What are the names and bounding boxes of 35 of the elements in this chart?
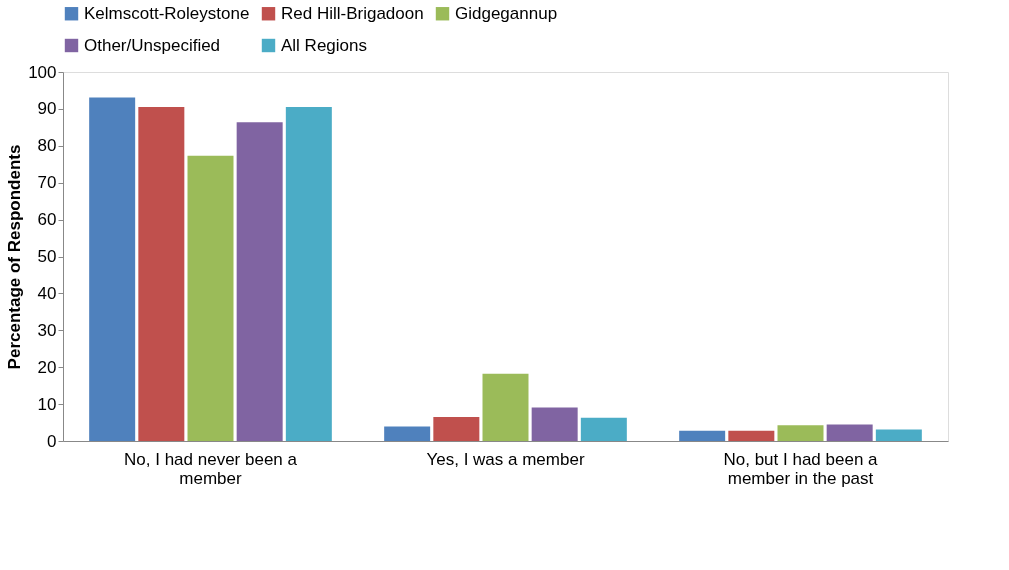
bar — [679, 430, 726, 441]
bar — [826, 424, 873, 441]
bar — [875, 429, 922, 441]
y-tick-label: 70 — [37, 173, 57, 193]
bar — [138, 107, 185, 441]
y-tick-label: 20 — [37, 357, 57, 377]
y-tick-label: 40 — [37, 283, 57, 303]
y-tick-label: 80 — [37, 136, 57, 156]
legend-label: Red Hill-Brigadoon — [281, 3, 424, 23]
y-tick-label: 0 — [47, 431, 57, 451]
bar — [433, 417, 480, 441]
y-tick-label: 90 — [37, 99, 57, 119]
legend-label: Gidgegannup — [455, 3, 558, 23]
legend-label: Kelmscott-Roleystone — [84, 3, 250, 23]
bar — [89, 97, 136, 441]
bar — [777, 425, 824, 441]
bar — [384, 426, 431, 441]
x-tick-label: No, but I had been a member in the past — [723, 449, 879, 488]
bar — [236, 122, 283, 441]
legend-label: Other/Unspecified — [84, 35, 221, 55]
bar — [531, 407, 578, 441]
y-tick-label: 100 — [28, 62, 57, 82]
y-tick-label: 60 — [37, 210, 57, 230]
bar — [482, 373, 529, 441]
bar — [728, 430, 775, 441]
x-tick-label: No, I had never been a member — [124, 449, 298, 488]
y-tick-label: 30 — [37, 320, 57, 340]
bar — [187, 155, 234, 441]
bar — [285, 107, 332, 441]
y-tick-label: 10 — [37, 394, 57, 414]
y-tick-label: 50 — [37, 247, 57, 266]
y-axis-title: Percentage of Respondents — [5, 144, 25, 370]
bar — [580, 417, 627, 441]
legend-label: All Regions — [281, 35, 367, 55]
x-tick-label: Yes, I was a member — [426, 449, 585, 469]
